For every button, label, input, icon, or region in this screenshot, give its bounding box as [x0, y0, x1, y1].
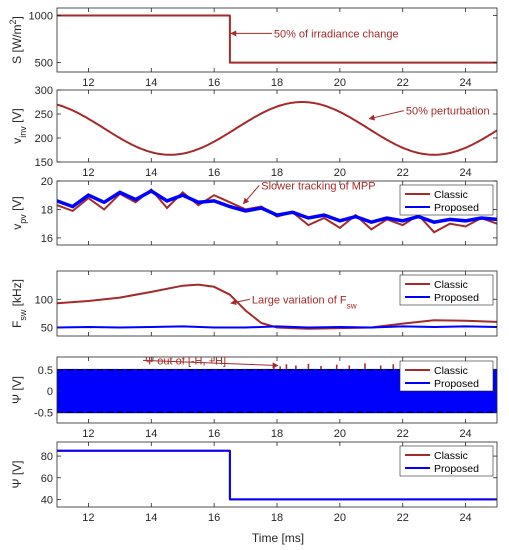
legend-label-proposed: Proposed: [434, 292, 479, 304]
x-tick-label: 24: [459, 167, 471, 179]
x-tick-label: 14: [145, 77, 157, 89]
annotation-text: 50% of irradiance change: [274, 28, 399, 40]
plot-content: [57, 283, 497, 330]
series-line-classic: [57, 14, 497, 64]
y-axis-title: S [W/m2]: [8, 16, 24, 64]
panel-fsw: 50 100 Fsw [kHz] Large variation of Fsw Clas…: [10, 270, 498, 337]
annotation-text: 50% perturbation: [406, 106, 490, 118]
y-tick-label: 300: [35, 85, 53, 97]
annotation-arrow: [243, 184, 260, 205]
plot-content: [57, 14, 497, 64]
legend-box: [399, 445, 494, 477]
series-line-proposed: [57, 325, 497, 329]
legend-label-proposed: Proposed: [434, 378, 479, 390]
legend-label-classic: Classic: [434, 279, 468, 291]
x-tick-label: 22: [397, 428, 409, 440]
legend-label-proposed: Proposed: [434, 202, 479, 214]
x-tick-label: 16: [208, 167, 220, 179]
legend-box: [399, 184, 494, 216]
x-tick-label: 12: [82, 428, 94, 440]
x-tick-label: 22: [397, 77, 409, 89]
x-tick-label: 20: [334, 77, 346, 89]
plot-content: [57, 101, 497, 156]
x-tick-label: 18: [271, 512, 283, 524]
y-tick-label: 500: [35, 58, 53, 70]
x-tick-label: 14: [145, 167, 157, 179]
x-tick-label: 24: [459, 428, 471, 440]
annotation-text: Large variation of Fsw: [252, 294, 357, 310]
y-axis-title: vinv [V]: [10, 108, 28, 144]
annotation-arrow: [142, 359, 279, 369]
series-line-classic: [57, 283, 497, 330]
x-tick-label: 16: [208, 77, 220, 89]
plot-area: [57, 8, 497, 72]
x-axis-title: Time [ms]: [252, 531, 304, 545]
x-tick-label: 16: [208, 428, 220, 440]
x-tick-label: 12: [82, 77, 94, 89]
annotation-arrow: [368, 110, 404, 121]
x-tick-label: 18: [271, 428, 283, 440]
y-tick-label: 100: [35, 294, 53, 306]
x-tick-label: 20: [334, 428, 346, 440]
legend-label-proposed: Proposed: [434, 463, 479, 475]
y-tick-label: 0: [47, 386, 53, 398]
panel-irradiance: 12 14 16 18 20 22 24 500 1000 S [W/m2] 50% of irra…: [8, 7, 498, 89]
annotation-text: Ψ out of [-H, +H]: [145, 355, 226, 367]
y-axis-title: Ψ [V]: [10, 460, 24, 488]
legend-label-classic: Classic: [434, 450, 468, 462]
series-line-proposed: [57, 449, 497, 501]
legend-label-classic: Classic: [434, 189, 468, 201]
x-tick-label: 20: [334, 512, 346, 524]
x-tick-label: 20: [334, 167, 346, 179]
y-tick-label: 50: [41, 323, 53, 335]
plot-content: [57, 449, 497, 501]
panel-vpv: 16 18 20 vpv [V] Slower tracking of MPP Class…: [10, 176, 498, 246]
y-tick-label: 150: [35, 157, 53, 169]
x-tick-label: 22: [397, 167, 409, 179]
y-tick-label: 60: [41, 473, 53, 485]
y-tick-label: 0.5: [38, 365, 53, 377]
y-tick-label: 20: [41, 176, 53, 188]
plot-content: [57, 188, 497, 234]
y-axis-title: Ψ [V]: [10, 376, 24, 404]
y-axis-title: vpv [V]: [10, 196, 28, 230]
series-line-proposed: [57, 188, 497, 225]
x-tick-label: 24: [459, 77, 471, 89]
x-tick-label: 18: [271, 167, 283, 179]
legend-box: [399, 360, 494, 392]
y-tick-label: -0.5: [34, 407, 53, 419]
x-tick-label: 18: [271, 77, 283, 89]
y-tick-label: 16: [41, 233, 53, 245]
y-tick-label: 250: [35, 109, 53, 121]
x-tick-label: 12: [82, 167, 94, 179]
legend-label-classic: Classic: [434, 365, 468, 377]
series-line-sine: [57, 101, 497, 156]
x-tick-label: 12: [82, 512, 94, 524]
x-tick-label: 22: [397, 512, 409, 524]
y-tick-label: 80: [41, 451, 53, 463]
x-tick-label: 14: [145, 512, 157, 524]
y-tick-label: 40: [41, 494, 53, 506]
y-tick-label: 1000: [29, 11, 53, 23]
x-tick-label: 16: [208, 512, 220, 524]
legend-box: [399, 274, 494, 306]
x-tick-label: 14: [145, 428, 157, 440]
panel-psi: 12 14 16 18 20 22 24 -0.5 0 0.5 Ψ [V] Ψ out of [-H,…: [10, 355, 498, 440]
panel-vinv: 12 14 16 18 20 22 24 150 200 250 300 vinv [V] 50% pe…: [10, 85, 498, 179]
y-tick-label: 200: [35, 133, 53, 145]
x-tick-label: 24: [459, 512, 471, 524]
plot-area: [57, 90, 497, 162]
y-tick-label: 18: [41, 204, 53, 216]
annotation-arrow: [230, 298, 250, 306]
y-axis-title: Fsw [kHz]: [10, 279, 28, 328]
annotation-text: Slower tracking of MPP: [261, 180, 375, 192]
